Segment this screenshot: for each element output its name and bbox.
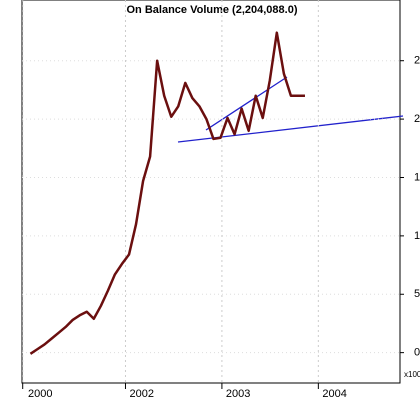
y-tick-label: 50 (414, 288, 420, 300)
plot-frame (21, 0, 401, 384)
x-tick-label: 2000 (28, 388, 52, 400)
x-tick-label: 2004 (322, 388, 346, 400)
trend-line (205, 76, 288, 131)
y-tick-label: 150 (414, 171, 420, 183)
x-tick-label: 2002 (129, 388, 153, 400)
y-tick-label: 100 (414, 230, 420, 242)
chart-title: On Balance Volume (2,204,088.0) (127, 4, 298, 16)
x-tick-label: 2003 (226, 388, 250, 400)
data-line (29, 31, 305, 355)
y-tick-label: 250 (414, 55, 420, 67)
y-tick-label: 200 (414, 113, 420, 125)
trend-line (177, 115, 404, 143)
y-tick-label: 0 (414, 347, 420, 359)
